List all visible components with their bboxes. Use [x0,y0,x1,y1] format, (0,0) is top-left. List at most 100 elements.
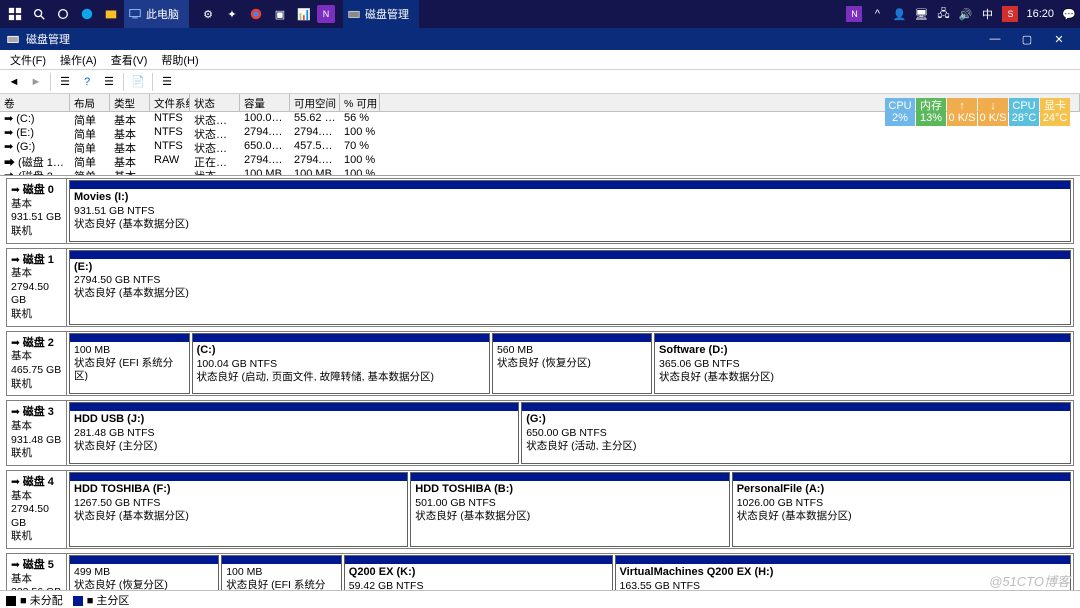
taskbar-app-label: 此电脑 [146,6,179,22]
menu-view[interactable]: 查看(V) [105,50,154,70]
tray-icon[interactable] [245,3,267,25]
disk-partitions: HDD TOSHIBA (F:)1267.50 GB NTFS状态良好 (基本数… [67,471,1073,548]
close-button[interactable]: ✕ [1044,30,1074,48]
disk-row: ➡ 磁盘 3基本931.48 GB联机HDD USB (J:)281.48 GB… [6,400,1074,466]
disk-label[interactable]: ➡ 磁盘 0基本931.51 GB联机 [7,179,67,243]
disk-partitions: 499 MB状态良好 (恢复分区)100 MB状态良好 (EFI 系统分区)Q2… [67,554,1073,590]
table-row[interactable]: ➡ (磁盘 1 磁盘分区 2)简单基本RAW正在格式化2794.50 GB279… [0,154,1080,168]
disk-row: ➡ 磁盘 1基本2794.50 GB联机(E:)2794.50 GB NTFS状… [6,248,1074,327]
column-header[interactable]: 文件系统 [150,94,190,111]
menu-action[interactable]: 操作(A) [54,50,103,70]
disk-row: ➡ 磁盘 4基本2794.50 GB联机HDD TOSHIBA (F:)1267… [6,470,1074,549]
back-button[interactable]: ◄ [4,72,24,92]
tray-display-icon[interactable]: 🖥 [914,7,928,21]
forward-button[interactable]: ► [26,72,46,92]
disk-partitions: (E:)2794.50 GB NTFS状态良好 (基本数据分区) [67,249,1073,326]
disk-partitions: 100 MB状态良好 (EFI 系统分区)(C:)100.04 GB NTFS状… [67,332,1073,396]
window-title: 磁盘管理 [26,31,70,47]
column-header[interactable]: 状态 [190,94,240,111]
disk-row: ➡ 磁盘 0基本931.51 GB联机Movies (I:)931.51 GB … [6,178,1074,244]
clock[interactable]: 16:20 [1026,8,1054,20]
partition[interactable]: 560 MB状态良好 (恢复分区) [492,333,652,395]
partition[interactable]: HDD TOSHIBA (B:)501.00 GB NTFS状态良好 (基本数据… [410,472,729,547]
tray-network-icon[interactable]: 🖧 [936,7,950,21]
watermark: @51CTO博客 [989,571,1070,590]
partition[interactable]: 100 MB状态良好 (EFI 系统分区) [69,333,190,395]
tray-icon[interactable]: ✦ [221,3,243,25]
properties-button[interactable]: ? [77,72,97,92]
toolbar-button[interactable]: ☰ [99,72,119,92]
disk-partitions: HDD USB (J:)281.48 GB NTFS状态良好 (主分区)(G:)… [67,401,1073,465]
tray-chevron-icon[interactable]: ^ [870,7,884,21]
column-header[interactable]: 类型 [110,94,150,111]
partition[interactable]: Movies (I:)931.51 GB NTFS状态良好 (基本数据分区) [69,180,1071,242]
toolbar-button[interactable]: ☰ [157,72,177,92]
content: 卷布局类型文件系统状态容量可用空间% 可用 ➡ (C:)简单基本NTFS状态良好… [0,94,1080,590]
disk-label[interactable]: ➡ 磁盘 3基本931.48 GB联机 [7,401,67,465]
partition[interactable]: 100 MB状态良好 (EFI 系统分区) [221,555,342,590]
start-icon[interactable] [4,3,26,25]
taskbar-tray1: ⚙ ✦ ▣ 📊 N [191,0,341,28]
search-icon[interactable] [28,3,50,25]
disk-label[interactable]: ➡ 磁盘 5基本223.56 GB联机 [7,554,67,590]
monitor-box: CPU28°C [1009,98,1039,126]
column-header[interactable]: 容量 [240,94,290,111]
tray-icon[interactable]: N [317,5,335,23]
tray-icon[interactable]: ⚙ [197,3,219,25]
taskbar-app-thispc[interactable]: 此电脑 [124,0,189,28]
partition[interactable]: HDD TOSHIBA (F:)1267.50 GB NTFS状态良好 (基本数… [69,472,408,547]
partition[interactable]: (E:)2794.50 GB NTFS状态良好 (基本数据分区) [69,250,1071,325]
menubar: 文件(F) 操作(A) 查看(V) 帮助(H) [0,50,1080,70]
disk-label[interactable]: ➡ 磁盘 2基本465.75 GB联机 [7,332,67,396]
edge-icon[interactable] [76,3,98,25]
tray-icon[interactable]: N [846,6,862,22]
column-header[interactable]: % 可用 [340,94,380,111]
toolbar: ◄ ► ☰ ? ☰ 📄 ☰ [0,70,1080,94]
column-header[interactable]: 布局 [70,94,110,111]
tray-notification-icon[interactable]: 💬 [1062,7,1076,21]
titlebar: 磁盘管理 — ▢ ✕ [0,28,1080,50]
monitor-box: 显卡24°C [1040,98,1070,126]
maximize-button[interactable]: ▢ [1012,30,1042,48]
menu-file[interactable]: 文件(F) [4,50,52,70]
taskbar-left: 此电脑 ⚙ ✦ ▣ 📊 N 磁盘管理 [4,0,419,28]
refresh-button[interactable]: ☰ [55,72,75,92]
partition[interactable]: Software (D:)365.06 GB NTFS状态良好 (基本数据分区) [654,333,1071,395]
taskbar-app-label: 磁盘管理 [365,6,409,22]
partition[interactable]: HDD USB (J:)281.48 GB NTFS状态良好 (主分区) [69,402,519,464]
tray-volume-icon[interactable]: 🔊 [958,7,972,21]
monitor-box: ↓0 K/S [978,98,1008,126]
taskbar-app-diskmgmt[interactable]: 磁盘管理 [343,0,419,28]
partition[interactable]: (C:)100.04 GB NTFS状态良好 (启动, 页面文件, 故障转储, … [192,333,490,395]
disk-label[interactable]: ➡ 磁盘 1基本2794.50 GB联机 [7,249,67,326]
explorer-icon[interactable] [100,3,122,25]
partition[interactable]: PersonalFile (A:)1026.00 GB NTFS状态良好 (基本… [732,472,1071,547]
tray-icon[interactable]: S [1002,6,1018,22]
partition[interactable]: (G:)650.00 GB NTFS状态良好 (活动, 主分区) [521,402,1071,464]
tray-icon[interactable]: 📊 [293,3,315,25]
taskbar: 此电脑 ⚙ ✦ ▣ 📊 N 磁盘管理 N ^ 👤 🖥 🖧 🔊 中 S 16:20… [0,0,1080,28]
table-row[interactable]: ➡ (E:)简单基本NTFS状态良好 (...2794.50 GB2794.32… [0,126,1080,140]
monitor-box: CPU2% [885,98,915,126]
tray-people-icon[interactable]: 👤 [892,7,906,21]
table-row[interactable]: ➡ (G:)简单基本NTFS状态良好 (...650.00 GB457.58 .… [0,140,1080,154]
tray-icon[interactable]: ▣ [269,3,291,25]
legend-unallocated: ■ 未分配 [6,592,63,608]
disk-row: ➡ 磁盘 2基本465.75 GB联机100 MB状态良好 (EFI 系统分区)… [6,331,1074,397]
monitor-box: ↑0 K/S [947,98,977,126]
legend: ■ 未分配 ■ 主分区 [0,590,1080,608]
table-row[interactable]: ➡ (磁盘 2 磁盘分区 1)简单基本状态良好 (...100 MB100 MB… [0,168,1080,176]
tray-ime-icon[interactable]: 中 [980,7,994,21]
menu-help[interactable]: 帮助(H) [155,50,204,70]
disk-label[interactable]: ➡ 磁盘 4基本2794.50 GB联机 [7,471,67,548]
cortana-icon[interactable] [52,3,74,25]
partition[interactable]: 499 MB状态良好 (恢复分区) [69,555,219,590]
partition[interactable]: Q200 EX (K:)59.42 GB NTFS状态良好 (基本数据分区) [344,555,613,590]
column-header[interactable]: 可用空间 [290,94,340,111]
system-monitor: CPU2%内存13%↑0 K/S↓0 K/SCPU28°C显卡24°C [885,98,1070,126]
disk-row: ➡ 磁盘 5基本223.56 GB联机499 MB状态良好 (恢复分区)100 … [6,553,1074,590]
column-header[interactable]: 卷 [0,94,70,111]
toolbar-button[interactable]: 📄 [128,72,148,92]
taskbar-right: N ^ 👤 🖥 🖧 🔊 中 S 16:20 💬 [846,6,1076,22]
minimize-button[interactable]: — [980,30,1010,48]
